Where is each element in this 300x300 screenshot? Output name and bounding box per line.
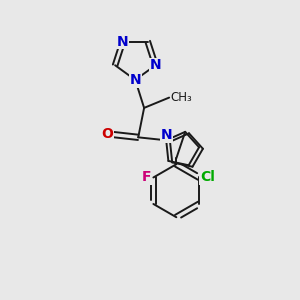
Text: O: O: [101, 128, 113, 141]
Text: N: N: [160, 128, 172, 142]
Text: Cl: Cl: [200, 170, 215, 184]
Text: N: N: [150, 58, 161, 72]
Text: N: N: [130, 73, 141, 87]
Text: F: F: [142, 170, 152, 184]
Text: N: N: [117, 34, 129, 49]
Text: CH₃: CH₃: [171, 91, 192, 104]
